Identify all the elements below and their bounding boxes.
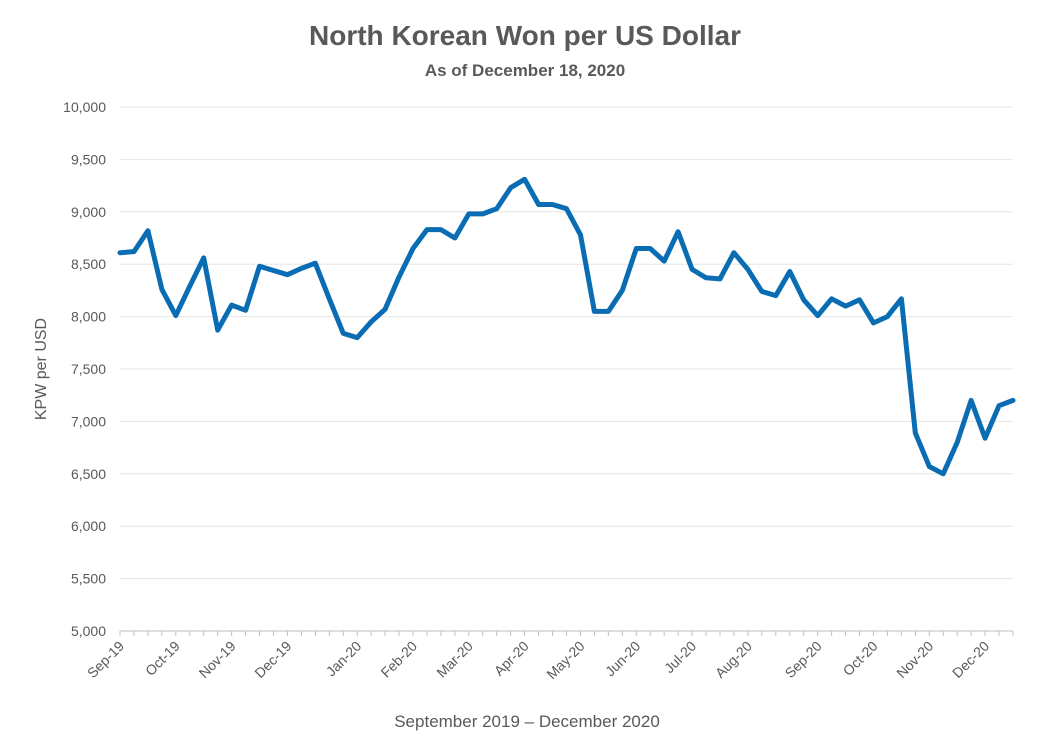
x-axis-title: September 2019 – December 2020 — [394, 712, 660, 731]
x-tick-label: Mar-20 — [433, 638, 476, 681]
y-tick-label: 7,500 — [71, 361, 106, 377]
x-tick-label: Nov-19 — [196, 638, 239, 681]
axes — [119, 630, 1014, 636]
x-tick-label: Feb-20 — [377, 638, 420, 681]
series-line-kpw-usd — [117, 176, 1016, 477]
y-tick-label: 10,000 — [63, 99, 106, 115]
x-tick-label: Sep-19 — [84, 638, 127, 681]
y-tick-labels: 5,000 5,500 6,000 6,500 7,000 7,500 8,000 8,500… — [63, 99, 106, 639]
x-tick-label: Oct-20 — [840, 638, 881, 679]
y-axis-title: KPW per USD — [33, 318, 50, 420]
x-tick-label: Jan-20 — [323, 638, 365, 680]
y-tick-label: 9,500 — [71, 151, 106, 167]
series-layer — [117, 176, 1016, 477]
y-tick-label: 5,500 — [71, 571, 106, 587]
x-tick-label: Nov-20 — [893, 638, 936, 681]
y-tick-label: 8,000 — [71, 309, 106, 325]
x-tick-label: Apr-20 — [491, 638, 532, 679]
x-tick-label: May-20 — [543, 638, 587, 682]
x-tick-label: Jul-20 — [661, 638, 699, 676]
chart-title: North Korean Won per US Dollar — [309, 20, 741, 51]
gridlines — [120, 106, 1013, 580]
y-tick-label: 9,000 — [71, 204, 106, 220]
y-tick-label: 7,000 — [71, 413, 106, 429]
x-tick-labels: Sep-19 Oct-19 Nov-19 Dec-19 Jan-20 Feb-20 Mar-… — [84, 638, 992, 682]
y-tick-label: 5,000 — [71, 623, 106, 639]
x-tick-label: Sep-20 — [782, 638, 825, 681]
x-tick-label: Dec-20 — [949, 638, 992, 681]
x-tick-label: Jun-20 — [602, 638, 644, 680]
x-tick-label: Oct-19 — [142, 638, 183, 679]
x-tick-label: Aug-20 — [712, 638, 755, 681]
chart-subtitle: As of December 18, 2020 — [424, 61, 626, 80]
x-tick-label: Dec-19 — [251, 638, 294, 681]
y-tick-label: 6,500 — [71, 466, 106, 482]
y-tick-label: 8,500 — [71, 256, 106, 272]
y-tick-label: 6,000 — [71, 518, 106, 534]
